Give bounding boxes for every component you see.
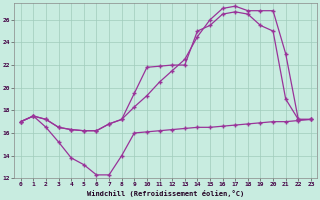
X-axis label: Windchill (Refroidissement éolien,°C): Windchill (Refroidissement éolien,°C) (87, 190, 244, 197)
